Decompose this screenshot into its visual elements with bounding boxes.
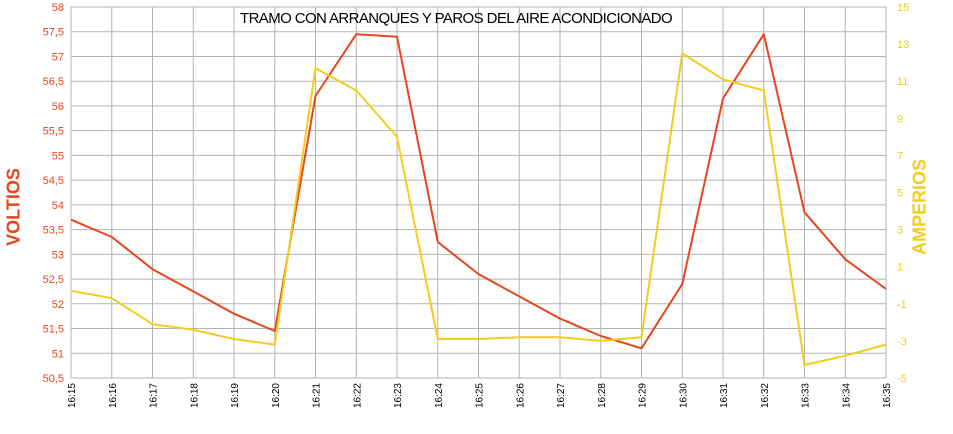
x-tick-label: 16:34 — [841, 383, 852, 408]
x-tick-label: 16:31 — [719, 383, 730, 408]
y-axis-label-right: AMPERIOS — [909, 158, 930, 256]
y-tick-label-left: 53,5 — [43, 225, 64, 237]
y-tick-label-right: 15 — [897, 2, 909, 14]
gridlines — [70, 6, 887, 379]
y-tick-label-left: 54,5 — [43, 175, 64, 187]
y-tick-label-right: 9 — [897, 113, 903, 125]
y-tick-label-left: 52 — [52, 299, 64, 311]
y-tick-label-left: 54 — [52, 200, 64, 212]
x-tick-label: 16:25 — [475, 383, 486, 408]
y-tick-label-right: 11 — [897, 76, 908, 88]
x-tick-label: 16:26 — [515, 383, 526, 408]
x-tick-label: 16:23 — [393, 383, 404, 408]
x-tick-label: 16:28 — [597, 383, 608, 408]
y-tick-label-right: 13 — [897, 39, 909, 51]
y-tick-label-right: 7 — [897, 150, 903, 162]
series-lines — [70, 33, 887, 366]
x-tick-label: 16:30 — [678, 383, 689, 408]
x-tick-label: 16:19 — [230, 383, 241, 408]
y-tick-label-left: 51,5 — [43, 324, 64, 336]
y-tick-label-left: 51 — [52, 348, 64, 360]
x-tick-label: 16:17 — [149, 383, 160, 408]
y-tick-label-left: 55 — [52, 150, 64, 162]
y-tick-label-left: 57,5 — [43, 27, 64, 39]
x-tick-label: 16:22 — [352, 383, 363, 408]
y-tick-label-left: 58 — [52, 2, 64, 14]
x-tick-label: 16:27 — [556, 383, 567, 408]
left-axis-ticks: 50,5 51 51,5 52 52,5 53 53,5 54 54,5 55 55,5 56 56,5… — [43, 2, 64, 385]
y-tick-label-left: 57 — [52, 51, 64, 63]
x-tick-label: 16:24 — [434, 383, 445, 408]
x-tick-label: 16:21 — [312, 383, 323, 408]
series-line-voltios — [70, 33, 887, 350]
y-tick-label-right: 1 — [897, 262, 903, 274]
x-tick-label: 16:15 — [67, 383, 78, 408]
x-tick-label: 16:32 — [760, 383, 771, 408]
x-tick-label: 16:33 — [801, 383, 812, 408]
x-tick-label: 16:29 — [638, 383, 649, 408]
series-line-amperios — [70, 52, 887, 366]
x-tick-label: 16:35 — [882, 383, 893, 408]
x-tick-label: 16:18 — [189, 383, 200, 408]
y-tick-label-right: -1 — [897, 299, 907, 311]
y-tick-label-left: 55,5 — [43, 126, 64, 138]
x-tick-label: 16:16 — [108, 383, 119, 408]
y-tick-label-left: 56,5 — [43, 76, 64, 88]
chart-title: TRAMO CON ARRANQUES Y PAROS DEL AIRE ACO… — [240, 10, 673, 27]
y-tick-label-left: 53 — [52, 249, 64, 261]
y-tick-label-left: 56 — [52, 101, 64, 113]
y-tick-label-left: 50,5 — [43, 373, 64, 385]
x-tick-label: 16:20 — [271, 383, 282, 408]
x-axis-ticks: 16:15 16:16 16:17 16:18 16:19 16:20 16:21 16:22… — [67, 383, 893, 408]
y-axis-label-left: VOLTIOS — [3, 168, 24, 246]
y-tick-label-right: 5 — [897, 188, 903, 200]
y-tick-label-right: 3 — [897, 225, 903, 237]
y-tick-label-right: -5 — [897, 373, 907, 385]
y-tick-label-left: 52,5 — [43, 274, 64, 286]
y-tick-label-right: -3 — [897, 336, 907, 348]
